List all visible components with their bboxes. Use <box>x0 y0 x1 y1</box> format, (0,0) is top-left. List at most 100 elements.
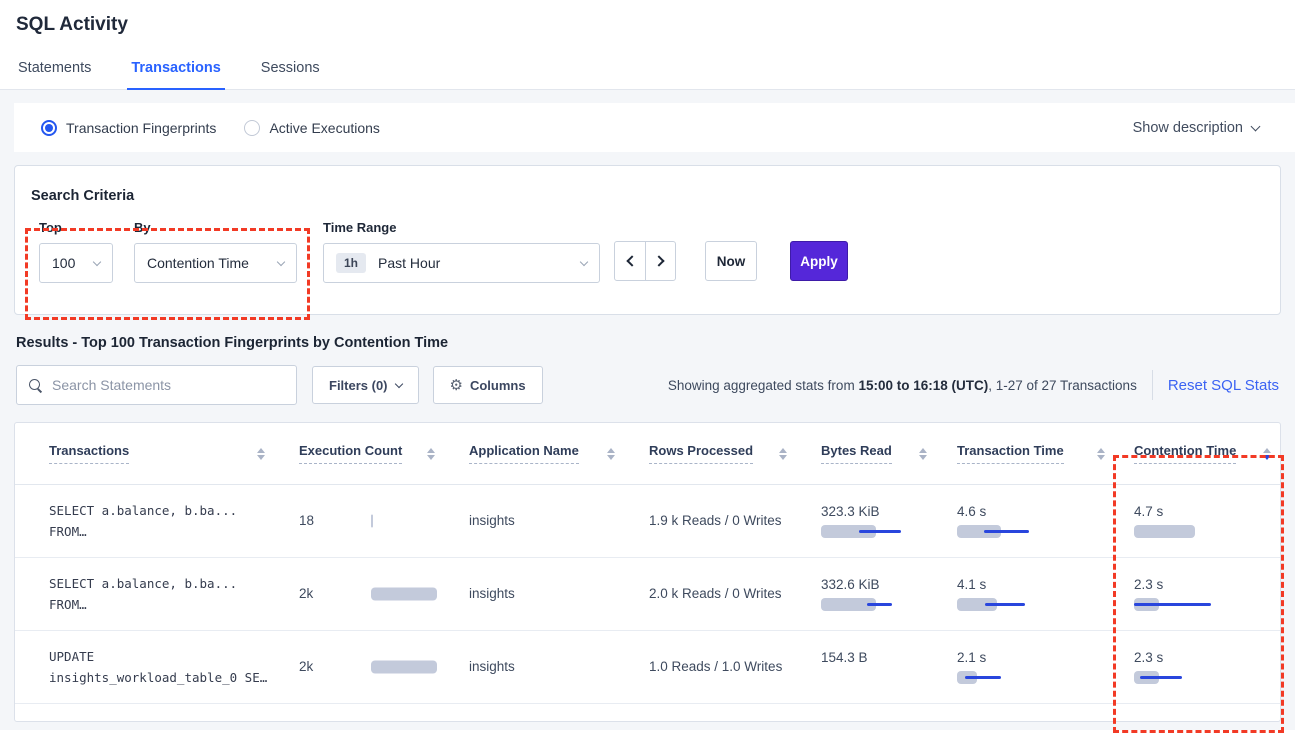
time-prev-button[interactable] <box>615 242 645 280</box>
radio-unselected-icon[interactable] <box>244 119 261 136</box>
filters-button[interactable]: Filters (0) <box>312 366 419 404</box>
transaction-fingerprint-link[interactable]: UPDATE insights_workload_table_0 SE… <box>49 649 268 685</box>
rows-processed-value: 1.9 k Reads / 0 Writes <box>649 513 782 528</box>
chevron-down-icon <box>1250 121 1261 131</box>
filters-label: Filters (0) <box>329 377 388 393</box>
by-label: By <box>134 220 151 235</box>
sort-icon[interactable] <box>607 447 615 460</box>
contention-time-value: 2.3 s <box>1134 577 1164 592</box>
results-controls: Filters (0) ⚙ Columns Showing aggregated… <box>16 365 1279 405</box>
transaction-time-bar <box>957 598 1039 611</box>
search-icon <box>28 378 43 393</box>
sort-icon-active-desc[interactable] <box>1263 447 1271 460</box>
chevron-down-icon <box>579 257 589 266</box>
tab-bar: Statements Transactions Sessions <box>0 60 1295 90</box>
by-field-group: By Contention Time <box>134 220 297 283</box>
reset-sql-stats-link[interactable]: Reset SQL Stats <box>1167 376 1279 394</box>
aggregated-stats-text: Showing aggregated stats from 15:00 to 1… <box>667 377 1137 393</box>
chevron-down-icon <box>394 379 403 388</box>
contention-time-bar <box>1134 525 1216 538</box>
stats-time-range: 15:00 to 16:18 (UTC) <box>858 377 989 393</box>
time-next-button[interactable] <box>645 242 675 280</box>
table-row[interactable]: UPDATE insights_workload_table_0 SE… 2k i… <box>15 631 1280 704</box>
radio-active-executions[interactable]: Active Executions <box>244 119 380 136</box>
page-title: SQL Activity <box>16 14 128 35</box>
now-button[interactable]: Now <box>705 241 757 281</box>
time-range-field-group: Time Range 1h Past Hour <box>323 220 600 283</box>
chevron-left-icon <box>625 255 638 267</box>
transaction-fingerprint-link[interactable]: SELECT a.balance, b.ba... FROM… <box>49 576 238 612</box>
radio-label: Transaction Fingerprints <box>66 119 217 136</box>
top-select[interactable]: 100 <box>39 243 113 283</box>
show-description-label: Show description <box>1132 119 1243 136</box>
search-input[interactable] <box>52 377 285 393</box>
column-header-transaction-time[interactable]: Transaction Time <box>941 443 1119 464</box>
sort-icon[interactable] <box>1097 447 1105 460</box>
columns-label: Columns <box>469 377 526 393</box>
tab-sessions[interactable]: Sessions <box>260 60 320 76</box>
column-header-bytes-read[interactable]: Bytes Read <box>801 443 941 464</box>
column-header-transactions[interactable]: Transactions <box>49 443 279 464</box>
radio-transaction-fingerprints[interactable]: Transaction Fingerprints <box>41 119 217 136</box>
show-description-toggle[interactable]: Show description <box>1132 119 1261 136</box>
sort-icon[interactable] <box>427 447 435 460</box>
results-heading: Results - Top 100 Transaction Fingerprin… <box>16 335 449 351</box>
vertical-divider <box>1151 370 1153 400</box>
page-body: Transaction Fingerprints Active Executio… <box>0 90 1295 730</box>
sort-icon[interactable] <box>919 447 927 460</box>
sort-icon[interactable] <box>257 447 265 460</box>
search-criteria-heading: Search Criteria <box>31 188 135 204</box>
transaction-fingerprint-link[interactable]: SELECT a.balance, b.ba... FROM… <box>49 503 238 539</box>
search-criteria-card: Search Criteria Top 100 By Contention Ti… <box>14 165 1281 315</box>
top-select-value: 100 <box>52 255 76 271</box>
column-header-contention-time[interactable]: Contention Time <box>1119 443 1280 464</box>
table-row[interactable]: SELECT a.balance, b.ba... FROM… 18 insigh… <box>15 485 1280 558</box>
transactions-table: Transactions Execution Count Application… <box>14 422 1281 722</box>
transaction-time-value: 4.1 s <box>957 577 987 592</box>
table-row[interactable]: SELECT a.balance, b.ba... FROM… 2k insigh… <box>15 558 1280 631</box>
execution-count-bar <box>371 587 437 601</box>
column-header-execution-count[interactable]: Execution Count <box>279 443 449 464</box>
tab-transactions[interactable]: Transactions <box>127 60 226 90</box>
execution-count-bar <box>371 514 437 528</box>
transaction-time-bar <box>957 671 1039 684</box>
bytes-read-bar <box>821 525 903 538</box>
chevron-right-icon <box>653 255 665 267</box>
time-range-value: Past Hour <box>378 255 441 271</box>
top-label: Top <box>39 220 62 235</box>
contention-time-bar <box>1134 598 1216 611</box>
search-criteria-fields: Top 100 By Contention Time Time Range 1h… <box>15 220 1280 283</box>
bytes-read-value: 323.3 KiB <box>821 504 880 519</box>
execution-count-value: 2k <box>299 586 314 601</box>
application-name-value: insights <box>469 586 515 601</box>
page-header: SQL Activity Statements Transactions Ses… <box>0 0 1295 90</box>
application-name-value: insights <box>469 659 515 674</box>
rows-processed-value: 1.0 Reads / 1.0 Writes <box>649 659 783 674</box>
gear-icon: ⚙ <box>449 377 463 394</box>
radio-selected-icon[interactable] <box>41 119 57 136</box>
contention-time-value: 4.7 s <box>1134 504 1164 519</box>
top-field-group: Top 100 <box>39 220 113 283</box>
radio-label: Active Executions <box>269 119 380 136</box>
rows-processed-value: 2.0 k Reads / 0 Writes <box>649 586 782 601</box>
column-header-application-name[interactable]: Application Name <box>449 443 629 464</box>
execution-count-value: 18 <box>299 513 315 528</box>
tab-statements[interactable]: Statements <box>18 60 92 76</box>
execution-count-bar <box>371 660 437 674</box>
by-select[interactable]: Contention Time <box>134 243 297 283</box>
transaction-time-bar <box>957 525 1039 538</box>
transaction-time-value: 4.6 s <box>957 504 987 519</box>
time-nav-group <box>614 241 676 281</box>
table-header-row: Transactions Execution Count Application… <box>15 423 1280 485</box>
time-range-select[interactable]: 1h Past Hour <box>323 243 600 283</box>
view-toggle-bar: Transaction Fingerprints Active Executio… <box>14 103 1295 152</box>
by-select-value: Contention Time <box>147 255 249 271</box>
column-header-rows-processed[interactable]: Rows Processed <box>629 443 801 464</box>
search-box[interactable] <box>16 365 297 405</box>
execution-count-value: 2k <box>299 659 314 674</box>
transaction-time-value: 2.1 s <box>957 650 987 665</box>
apply-button[interactable]: Apply <box>790 241 848 281</box>
columns-button[interactable]: ⚙ Columns <box>432 366 543 404</box>
time-range-badge: 1h <box>336 253 367 273</box>
sort-icon[interactable] <box>779 447 787 460</box>
